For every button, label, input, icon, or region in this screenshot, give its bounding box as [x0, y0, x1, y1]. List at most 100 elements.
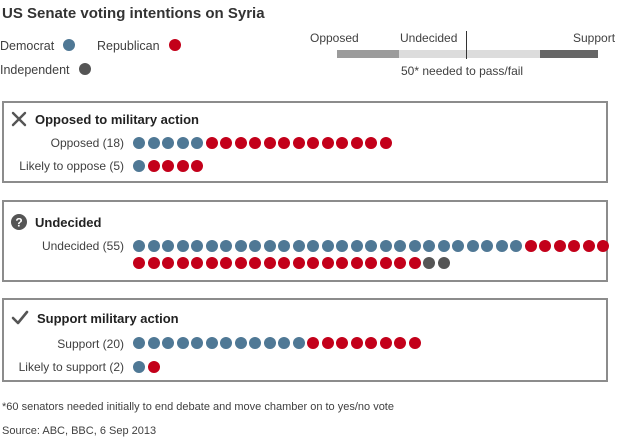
panel-title-undecided: Undecided	[35, 215, 102, 230]
senator-dot-republican	[365, 337, 377, 349]
row-label-likely-oppose: Likely to oppose (5)	[19, 159, 124, 173]
senator-dot-republican	[147, 361, 160, 373]
senator-dot-democrat	[234, 240, 247, 252]
senator-dot-republican	[336, 137, 348, 149]
senator-dot-democrat	[510, 240, 522, 252]
row-label-opposed: Opposed (18)	[50, 136, 124, 150]
senator-dot-republican	[263, 257, 276, 269]
senator-dot-democrat	[133, 160, 145, 172]
senator-dot-democrat	[292, 337, 305, 349]
senator-dot-republican	[307, 137, 319, 149]
senator-dot-republican	[278, 257, 290, 269]
legend-label-independent: Independent	[0, 63, 70, 77]
legend-dot-independent	[79, 63, 91, 75]
senator-dot-republican	[321, 257, 334, 269]
senator-dot-republican	[379, 337, 392, 349]
senator-dot-democrat	[176, 240, 189, 252]
senator-dot-republican	[408, 257, 421, 269]
scale-label-opposed: Opposed	[310, 31, 359, 45]
senator-dot-republican	[336, 257, 348, 269]
senator-dot-democrat	[220, 337, 232, 349]
senator-dot-democrat	[394, 240, 406, 252]
senator-dot-democrat	[205, 337, 218, 349]
senator-dot-democrat	[408, 240, 421, 252]
senator-dot-democrat	[278, 240, 290, 252]
senator-dot-democrat	[379, 240, 392, 252]
senator-dot-republican	[162, 257, 174, 269]
senator-dot-democrat	[336, 240, 348, 252]
senator-dot-democrat	[162, 337, 174, 349]
legend-label-republican: Republican	[97, 39, 160, 53]
senator-dot-democrat	[307, 240, 319, 252]
senator-dot-democrat	[133, 361, 145, 373]
senator-dot-independent	[423, 257, 435, 269]
senator-dot-republican	[307, 257, 319, 269]
svg-text:?: ?	[15, 216, 22, 230]
legend-dot-republican	[169, 39, 181, 51]
senator-dot-republican	[133, 257, 145, 269]
senator-dot-democrat	[423, 240, 435, 252]
senator-dot-democrat	[191, 337, 203, 349]
senator-dot-republican	[394, 337, 406, 349]
senator-dot-republican	[263, 137, 276, 149]
senator-dot-republican	[191, 257, 203, 269]
senator-dot-democrat	[133, 240, 145, 252]
senator-dot-republican	[249, 137, 261, 149]
senator-dot-republican	[321, 337, 334, 349]
senator-dot-democrat	[452, 240, 464, 252]
source-note: Source: ABC, BBC, 6 Sep 2013	[2, 425, 157, 437]
senator-dot-republican	[205, 137, 218, 149]
legend-label-democrat: Democrat	[0, 39, 55, 53]
senator-dot-republican	[553, 240, 566, 252]
senator-dot-republican	[162, 160, 174, 172]
senator-dot-republican	[234, 137, 247, 149]
senator-dot-republican	[147, 160, 160, 172]
senator-dot-democrat	[350, 240, 363, 252]
senator-dot-republican	[191, 160, 203, 172]
senator-dot-democrat	[321, 240, 334, 252]
senator-dot-democrat	[162, 240, 174, 252]
senator-dot-democrat	[205, 240, 218, 252]
senator-dot-democrat	[147, 240, 160, 252]
senator-dot-republican	[568, 240, 580, 252]
chart-title: US Senate voting intentions on Syria	[2, 5, 265, 22]
senator-dot-democrat	[176, 137, 189, 149]
senator-dot-republican	[365, 257, 377, 269]
scale-segment-opposed	[337, 50, 399, 58]
senator-dot-republican	[278, 137, 290, 149]
senator-dot-republican	[292, 257, 305, 269]
row-label-undecided: Undecided (55)	[41, 239, 124, 253]
senator-dot-republican	[147, 257, 160, 269]
senator-dot-democrat	[481, 240, 493, 252]
senator-dot-republican	[307, 337, 319, 349]
panel-opposed: Opposed to military action	[2, 101, 608, 183]
senator-dot-democrat	[249, 240, 261, 252]
senator-dot-republican	[220, 137, 232, 149]
senator-dot-republican	[234, 257, 247, 269]
threshold-marker	[466, 31, 467, 59]
senator-dot-republican	[321, 137, 334, 149]
senator-dot-democrat	[133, 137, 145, 149]
question-icon: ?	[11, 214, 27, 230]
senator-dot-republican	[408, 337, 421, 349]
senator-dot-republican	[379, 137, 392, 149]
cross-icon	[11, 111, 27, 127]
senator-dot-democrat	[249, 337, 261, 349]
senator-dot-republican	[350, 257, 363, 269]
senator-dot-republican	[350, 337, 363, 349]
senator-dot-republican	[524, 240, 537, 252]
senator-dot-democrat	[495, 240, 508, 252]
senator-dot-democrat	[147, 337, 160, 349]
senator-dot-democrat	[278, 337, 290, 349]
senator-dot-republican	[350, 137, 363, 149]
check-icon	[11, 310, 29, 325]
footnote: *60 senators needed initially to end deb…	[2, 401, 394, 413]
senator-dot-democrat	[263, 240, 276, 252]
senator-dot-republican	[539, 240, 551, 252]
row-label-support: Support (20)	[57, 337, 124, 351]
senator-dot-republican	[365, 137, 377, 149]
senator-dot-republican	[597, 240, 609, 252]
senator-dot-democrat	[220, 240, 232, 252]
senator-dot-democrat	[466, 240, 479, 252]
panel-title-support: Support military action	[37, 311, 179, 326]
